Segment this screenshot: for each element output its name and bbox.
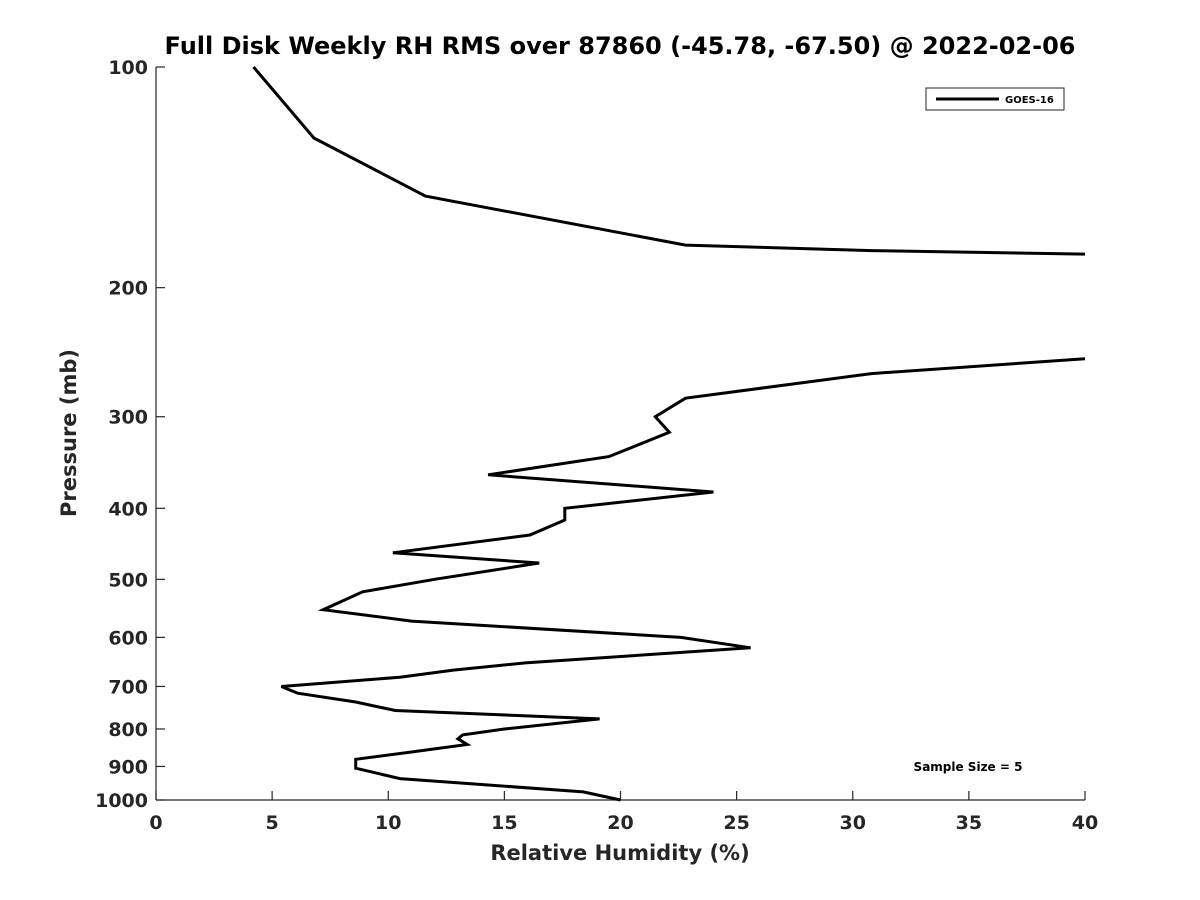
y-tick-label: 500 [108, 569, 148, 591]
legend-entry-goes-16: GOES-16 [1005, 95, 1054, 106]
series-line-goes-16-segment-1 [252, 66, 1086, 256]
x-tick-label: 10 [375, 812, 401, 834]
x-tick-label: 0 [149, 812, 162, 834]
series-layer [252, 66, 1086, 802]
plot-area [156, 67, 1085, 800]
legend: GOES-16 [925, 87, 1065, 111]
y-tick-label: 1000 [95, 790, 148, 812]
x-tick-label: 40 [1072, 812, 1098, 834]
x-tick-label: 30 [840, 812, 866, 834]
x-tick-label: 5 [266, 812, 279, 834]
x-tick-label: 35 [956, 812, 982, 834]
y-axis-label: Pressure (mb) [57, 349, 81, 517]
y-tick-label: 800 [108, 719, 148, 741]
y-tick-label: 900 [108, 756, 148, 778]
axes: 0 5 10 15 20 25 30 35 40 100 200 300 400 500 600 700 800… [95, 57, 1098, 834]
y-tick-label: 700 [108, 676, 148, 698]
y-tick-label: 600 [108, 627, 148, 649]
y-tick-label: 400 [108, 498, 148, 520]
y-tick-label: 100 [108, 57, 148, 79]
sample-size-annotation: Sample Size = 5 [914, 760, 1023, 774]
x-tick-label: 25 [723, 812, 749, 834]
chart-title: Full Disk Weekly RH RMS over 87860 (-45.… [165, 32, 1076, 60]
x-tick-label: 15 [491, 812, 517, 834]
x-tick-label: 20 [607, 812, 633, 834]
y-tick-label: 200 [108, 278, 148, 300]
series-line-goes-16-segment-2 [280, 357, 1086, 802]
x-axis-label: Relative Humidity (%) [490, 841, 749, 865]
y-tick-label: 300 [108, 407, 148, 429]
